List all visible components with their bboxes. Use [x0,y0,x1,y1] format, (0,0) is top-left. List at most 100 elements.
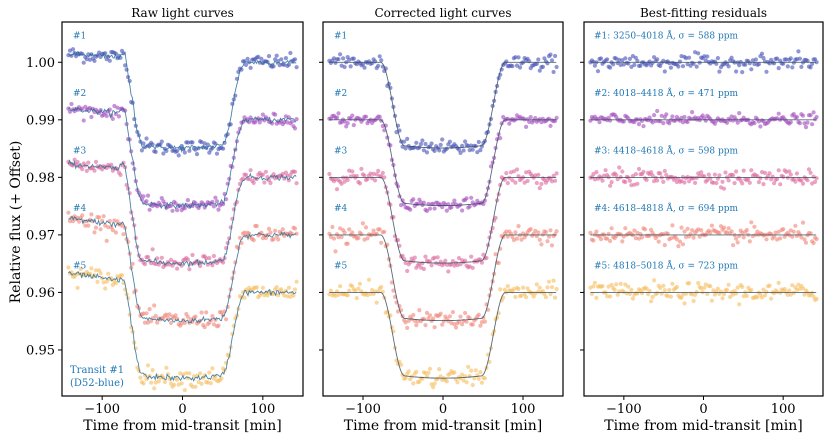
data-point [655,108,660,114]
panel-title: Corrected light curves [374,6,511,20]
data-point [472,376,477,381]
data-point [735,120,740,125]
data-point [682,114,687,120]
series-1: #1 [66,31,299,158]
data-point [69,101,74,107]
data-point [781,227,786,232]
data-point [776,168,781,173]
data-point [743,62,748,67]
data-point [787,169,792,174]
data-point [811,240,816,246]
data-point [791,290,796,295]
data-point [198,371,203,376]
data-point [685,226,690,231]
data-point [141,141,146,146]
data-point [421,266,426,272]
series-2: #2 [66,89,299,213]
data-point [808,231,813,236]
data-point [514,63,520,68]
data-point [438,142,443,147]
data-point [243,62,249,67]
data-point [717,69,722,74]
data-point [360,62,365,67]
data-point [737,63,742,68]
data-point [767,283,772,288]
data-point [376,63,381,68]
data-point [144,311,149,316]
data-point [814,114,819,120]
data-point [699,228,704,233]
data-point [110,282,115,287]
data-point [365,176,370,182]
data-point [623,179,628,185]
data-point [717,173,722,178]
data-point [464,196,469,201]
data-point [438,374,443,379]
data-point [469,368,474,373]
data-point [788,172,793,177]
data-point [746,285,751,290]
data-point [620,239,625,244]
data-point [80,167,85,172]
data-point [597,120,602,125]
data-point [119,223,125,228]
data-point [153,313,158,319]
data-point [641,124,646,129]
data-point [744,227,749,233]
data-point [242,59,247,64]
data-point [347,227,352,232]
data-point [70,219,76,224]
data-point [110,228,115,233]
data-point [782,286,787,292]
model-line [329,61,557,149]
data-point [545,239,550,244]
data-point [149,261,154,266]
data-point [553,295,558,300]
data-point [104,279,109,284]
data-point [685,119,690,125]
data-point [182,320,187,325]
data-point [185,314,190,319]
data-point [764,69,769,74]
data-point [761,182,766,187]
data-point [185,257,190,262]
data-point [106,225,111,230]
data-point [423,254,428,259]
data-point [363,114,369,119]
data-point [283,56,288,61]
data-point [516,224,521,229]
data-point [551,69,556,75]
data-point [708,230,713,235]
data-point [213,195,218,200]
data-point [632,228,637,233]
data-point [732,181,737,186]
data-point [662,243,667,248]
data-point [674,237,680,242]
data-point [172,382,177,387]
data-point [814,237,819,242]
data-point [554,286,559,292]
x-tick-label: −100 [345,402,381,417]
data-point [371,171,376,176]
data-point [159,196,164,201]
data-point [662,288,667,293]
data-point [647,288,652,293]
data-point [697,234,702,239]
data-point [696,51,701,56]
data-point [721,186,727,191]
data-point [80,51,85,56]
data-point [723,170,728,175]
data-point [182,388,187,393]
data-point [142,262,148,267]
data-point [595,69,601,74]
data-point [521,285,526,290]
data-point [808,65,813,70]
series-label: #1: 3250–4018 Å, σ = 588 ppm [594,29,739,41]
data-point [119,273,125,278]
data-point [339,234,344,240]
data-point [216,323,221,328]
data-point [776,111,781,116]
data-point [155,256,160,261]
data-point [273,228,278,233]
data-point [268,230,273,235]
